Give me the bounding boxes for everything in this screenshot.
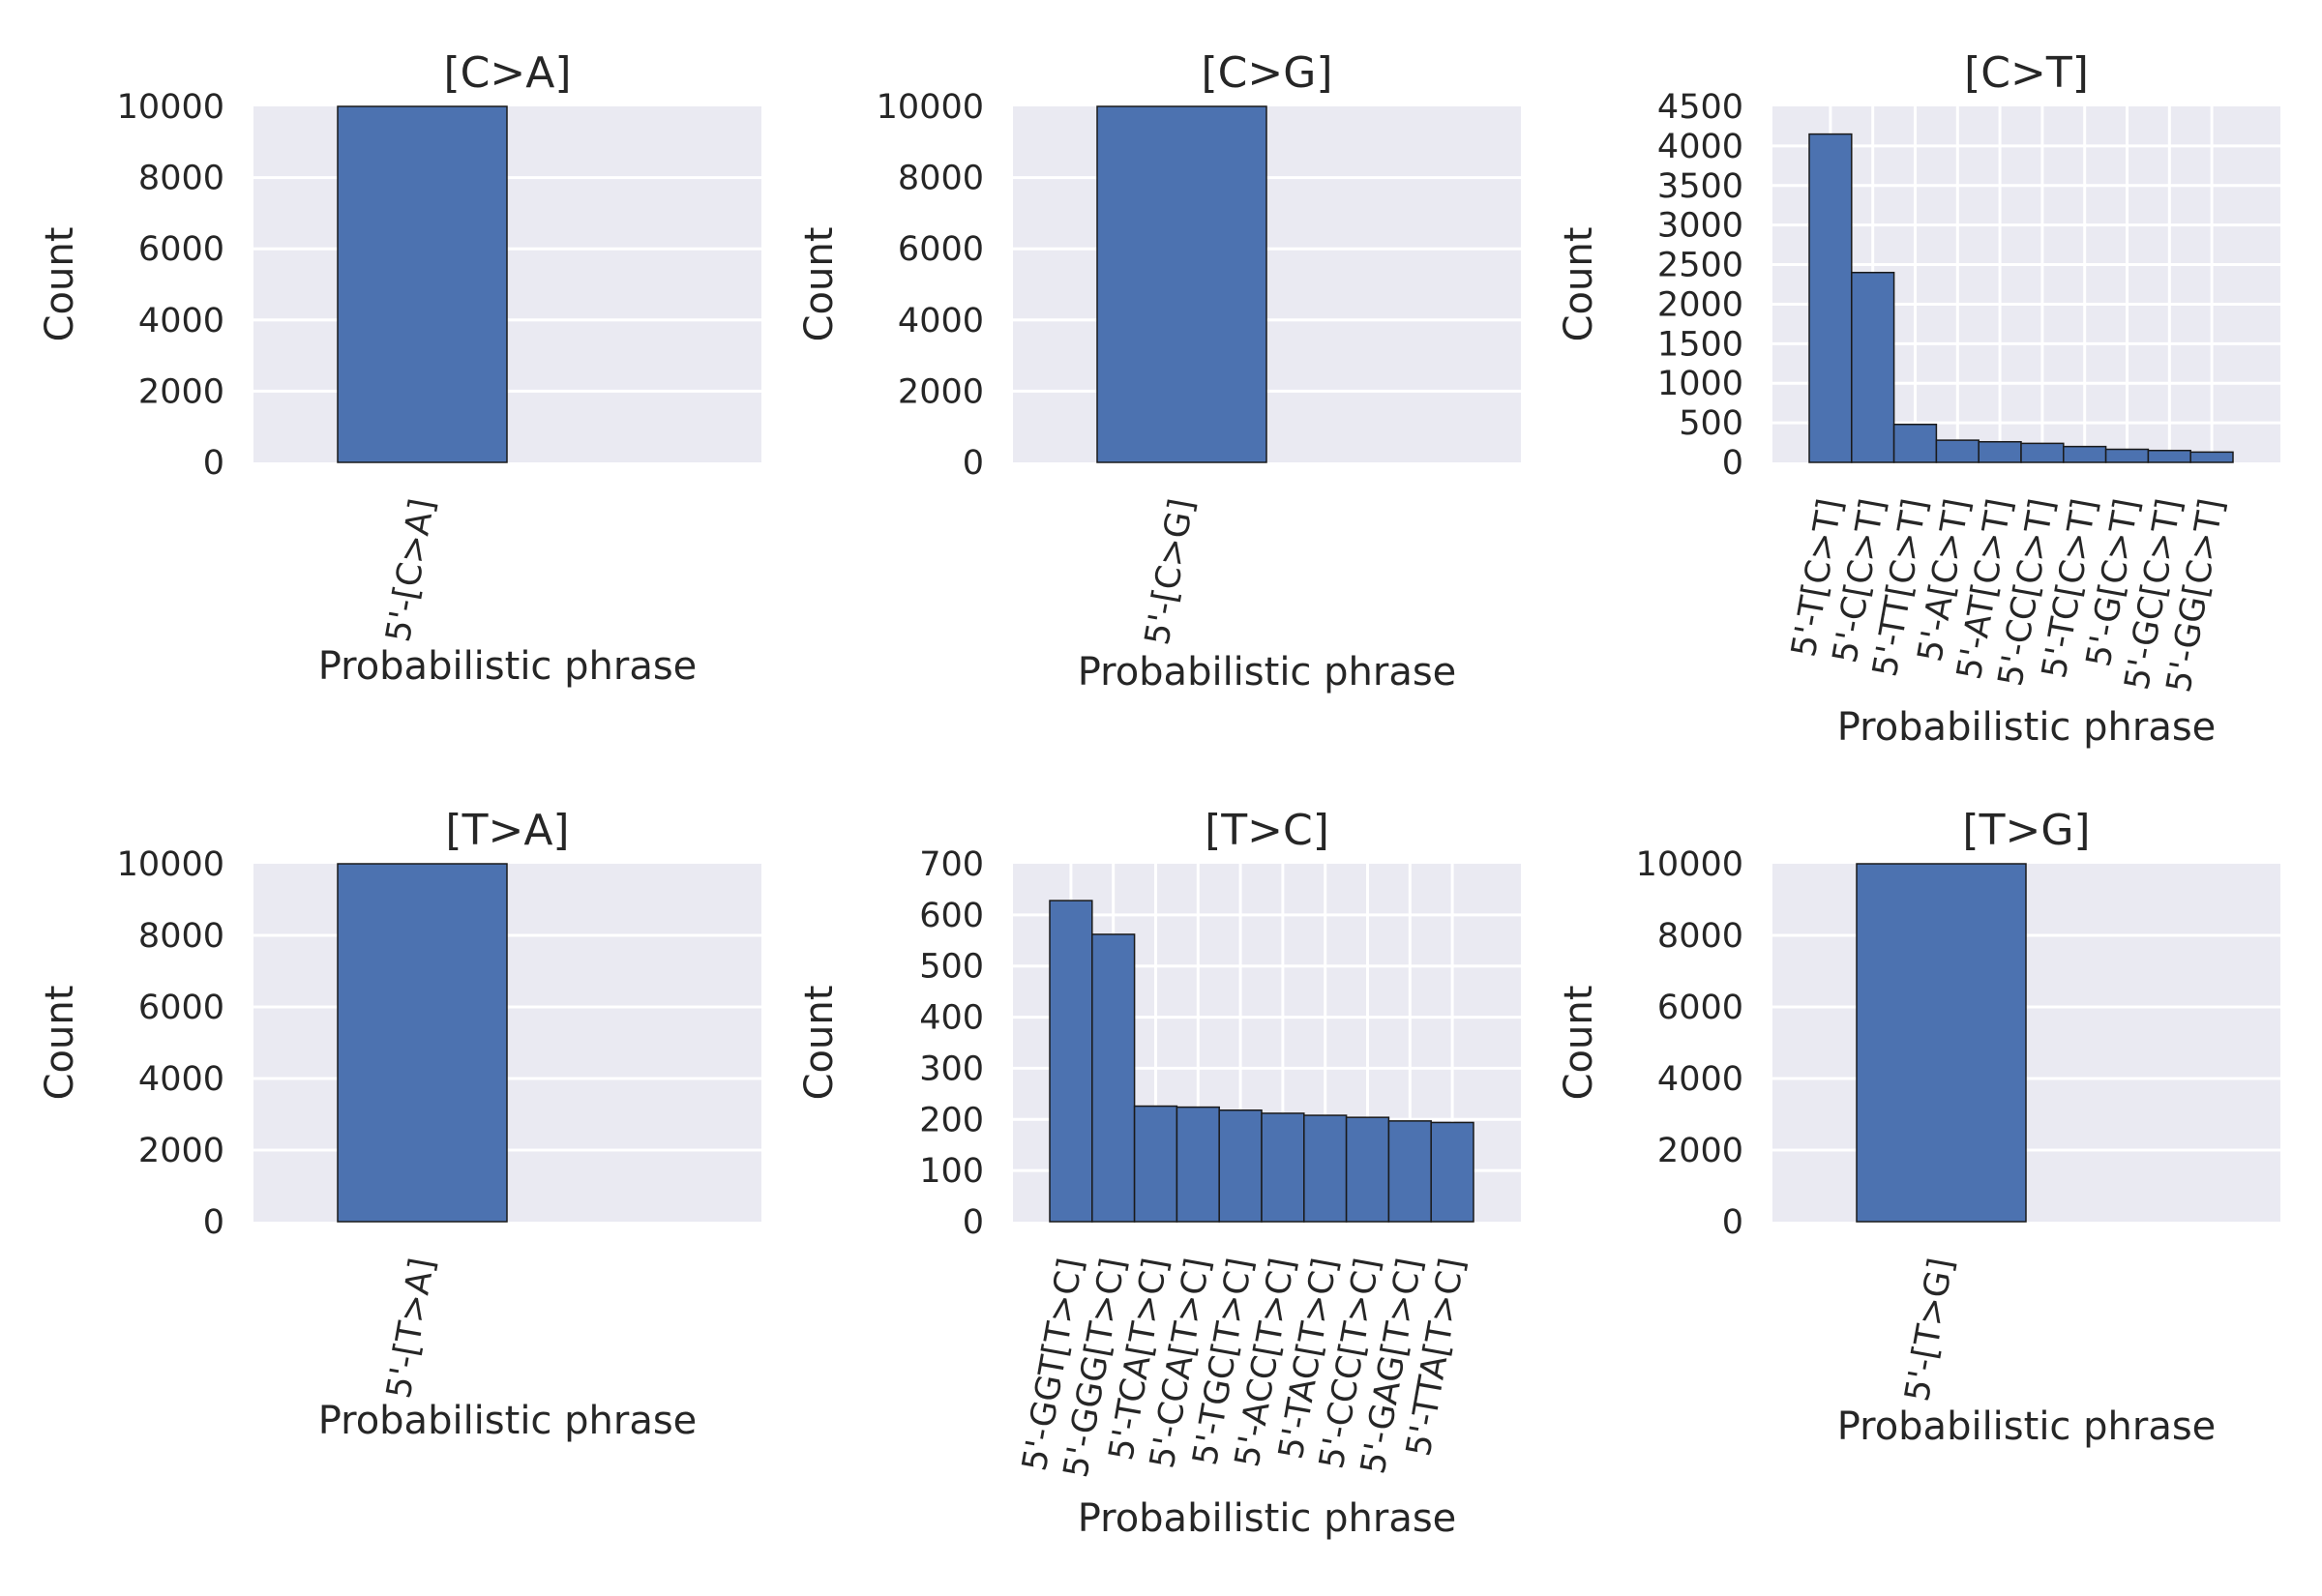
y-tick-label: 6000 <box>138 230 224 269</box>
chart-title: [T>C] <box>1205 806 1329 855</box>
y-tick-label: 700 <box>919 845 984 884</box>
y-tick-label: 0 <box>203 444 224 483</box>
x-tick-label: 5'-[T>G] <box>1898 1256 1961 1404</box>
bar-5 <box>1978 440 2022 463</box>
x-axis-label: Probabilistic phrase <box>1078 650 1457 695</box>
y-axis-label: Count <box>38 227 82 342</box>
bar-5 <box>1218 1109 1263 1223</box>
y-tick-label: 3500 <box>1657 167 1743 206</box>
bar-9 <box>1387 1120 1432 1223</box>
bar-1 <box>337 863 508 1223</box>
y-tick-label: 8000 <box>898 160 984 198</box>
y-tick-label: 400 <box>919 999 984 1038</box>
bar-8 <box>1345 1116 1390 1223</box>
x-axis-label: Probabilistic phrase <box>318 644 698 689</box>
bar-10 <box>2189 451 2234 463</box>
chart-panel-5: 01002003004005006007005'-GGT[T>C]5'-GGG[… <box>797 806 1521 1541</box>
x-axis-label: Probabilistic phrase <box>1837 1404 2217 1449</box>
y-axis-label: Count <box>1557 986 1601 1101</box>
y-tick-label: 2500 <box>1657 247 1743 285</box>
bar-4 <box>1935 439 1980 463</box>
bar-3 <box>1892 423 1938 463</box>
y-tick-label: 100 <box>919 1152 984 1191</box>
bar-10 <box>1430 1121 1474 1223</box>
chart-title: [T>A] <box>445 806 569 855</box>
y-tick-label: 1000 <box>1657 365 1743 403</box>
y-tick-label: 10000 <box>117 88 224 127</box>
bar-6 <box>1261 1112 1305 1223</box>
y-tick-label: 8000 <box>138 160 224 198</box>
y-tick-label: 500 <box>1679 404 1743 443</box>
y-tick-label: 0 <box>203 1203 224 1242</box>
y-tick-label: 6000 <box>1657 989 1743 1027</box>
chart-title: [C>G] <box>1201 48 1332 98</box>
y-tick-label: 6000 <box>898 230 984 269</box>
y-tick-label: 0 <box>1722 444 1743 483</box>
y-tick-label: 6000 <box>138 989 224 1027</box>
y-tick-label: 2000 <box>138 1132 224 1170</box>
bar-2 <box>1091 933 1136 1223</box>
chart-panel-6: 0 2000 4000 6000 8000 10000 5'-[T>G] [T>G] Count… <box>1557 806 2280 1449</box>
bar-8 <box>2104 448 2150 463</box>
bar-2 <box>1851 271 1895 463</box>
x-tick-label: 5'-[C>G] <box>1138 496 1202 648</box>
bar-7 <box>2063 445 2107 463</box>
y-tick-label: 2000 <box>1657 1132 1743 1170</box>
y-tick-label: 4000 <box>898 302 984 340</box>
chart-title: [T>G] <box>1962 806 2090 855</box>
bar-1 <box>337 105 508 463</box>
y-tick-label: 8000 <box>138 917 224 956</box>
chart-title: [C>T] <box>1964 48 2089 98</box>
y-tick-label: 0 <box>1722 1203 1743 1242</box>
y-tick-label: 4000 <box>138 1060 224 1099</box>
bar-6 <box>2020 442 2065 463</box>
x-tick-label: 5'-[C>A] <box>379 496 442 645</box>
x-tick-label: 5'-[T>A] <box>380 1256 443 1402</box>
chart-panel-3: 0500100015002000250030003500400045005'-T… <box>1557 48 2280 750</box>
bar-1 <box>1856 863 2027 1223</box>
y-tick-label: 200 <box>919 1101 984 1139</box>
chart-panel-1: 0 2000 4000 6000 8000 10000 5'-[C>A] [C>A] Count… <box>38 48 761 689</box>
y-tick-label: 8000 <box>1657 917 1743 956</box>
x-axis-label: Probabilistic phrase <box>1078 1496 1457 1541</box>
y-tick-label: 500 <box>919 948 984 987</box>
y-axis-label: Count <box>797 986 842 1101</box>
y-tick-label: 4000 <box>138 302 224 340</box>
y-tick-label: 600 <box>919 897 984 935</box>
chart-panel-2: 0 2000 4000 6000 8000 10000 5'-[C>G] [C>G] Count… <box>797 48 1521 695</box>
y-tick-label: 2000 <box>1657 285 1743 324</box>
y-tick-label: 4500 <box>1657 88 1743 127</box>
y-axis-label: Count <box>797 227 842 342</box>
y-tick-label: 0 <box>963 1203 984 1242</box>
bar-3 <box>1133 1105 1178 1223</box>
bar-9 <box>2147 449 2191 463</box>
y-tick-label: 2000 <box>138 372 224 411</box>
y-tick-label: 4000 <box>1657 1060 1743 1099</box>
y-axis-label: Count <box>1557 227 1601 342</box>
x-axis-label: Probabilistic phrase <box>318 1399 698 1443</box>
y-tick-label: 0 <box>963 444 984 483</box>
y-tick-label: 10000 <box>877 88 984 127</box>
chart-panel-4: 0 2000 4000 6000 8000 10000 5'-[T>A] [T>A] Count… <box>38 806 761 1443</box>
y-tick-label: 4000 <box>1657 128 1743 166</box>
y-tick-label: 1500 <box>1657 325 1743 364</box>
x-axis-label: Probabilistic phrase <box>1837 705 2217 750</box>
bar-7 <box>1303 1114 1348 1223</box>
bar-1 <box>1049 900 1093 1223</box>
chart-title: [C>A] <box>443 48 571 98</box>
y-tick-label: 3000 <box>1657 207 1743 246</box>
y-tick-label: 300 <box>919 1049 984 1088</box>
bar-1 <box>1808 133 1853 463</box>
y-tick-label: 10000 <box>1636 845 1743 884</box>
bar-1 <box>1096 105 1267 463</box>
bar-4 <box>1176 1106 1220 1223</box>
y-tick-label: 2000 <box>898 372 984 411</box>
y-axis-label: Count <box>38 986 82 1101</box>
y-tick-label: 10000 <box>117 845 224 884</box>
